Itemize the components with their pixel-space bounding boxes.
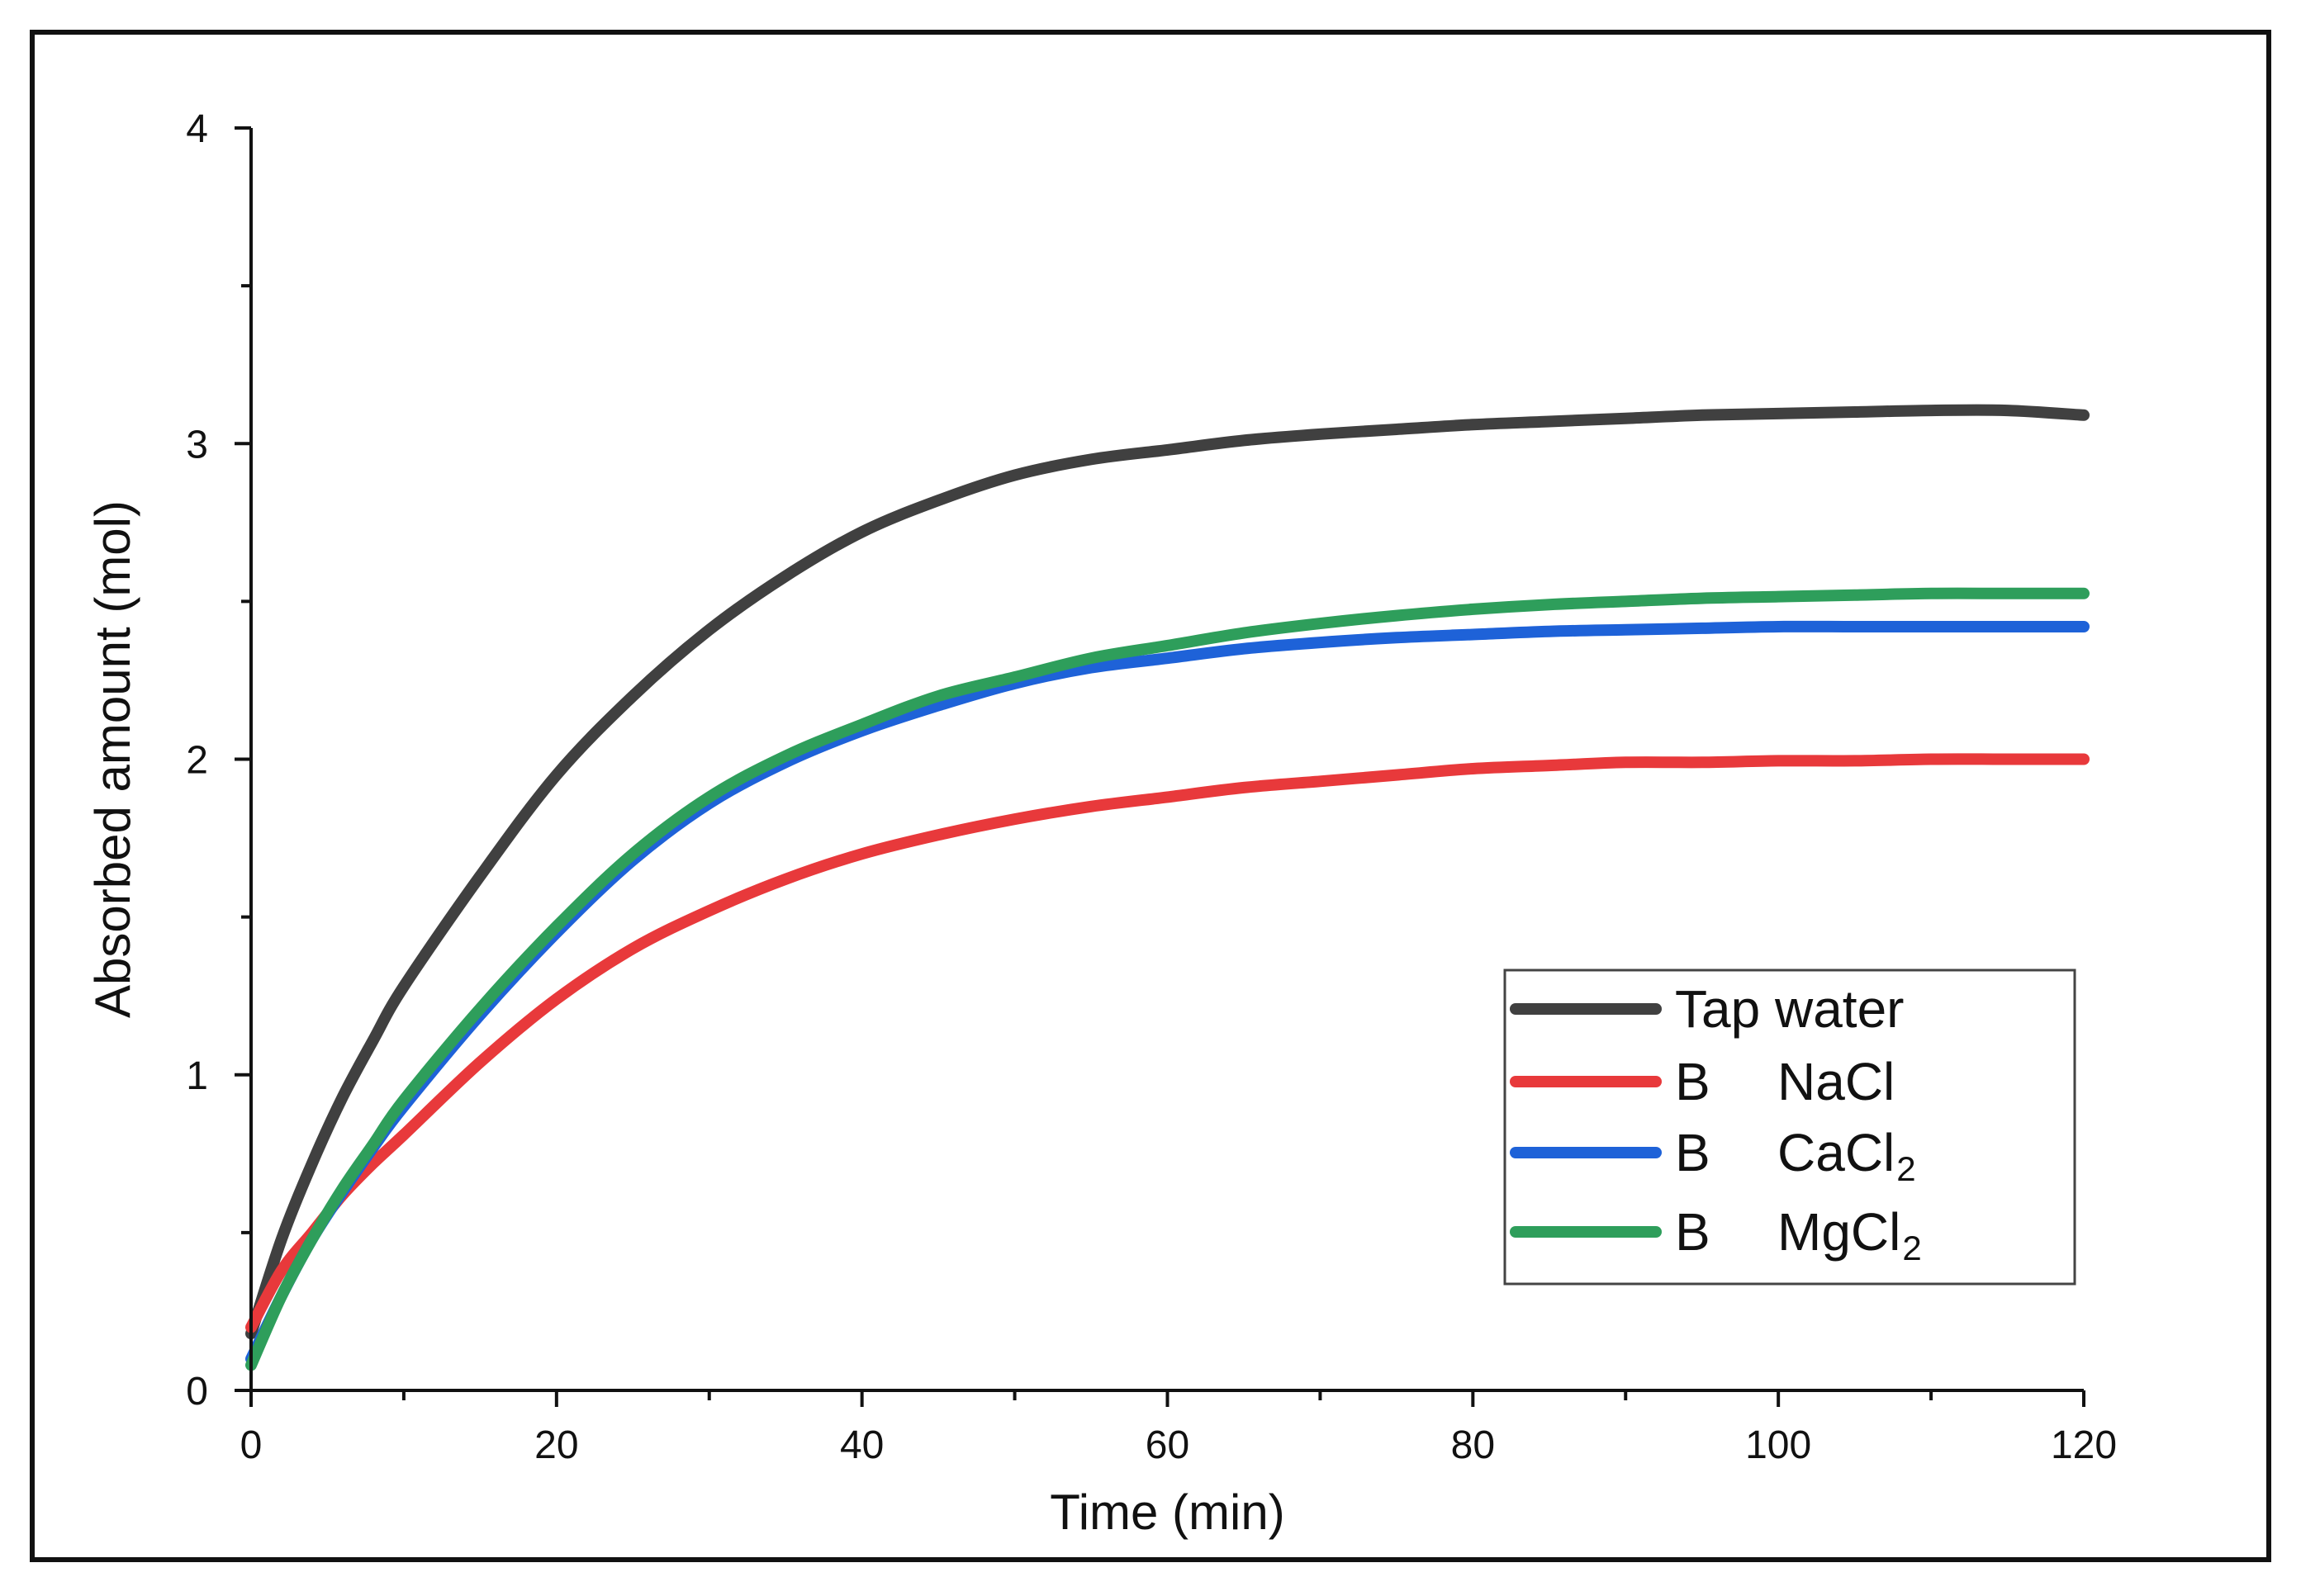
legend-subscript: 2 bbox=[1902, 1229, 1921, 1267]
x-tick-label: 120 bbox=[2051, 1423, 2117, 1467]
x-tick-label: 60 bbox=[1146, 1423, 1189, 1467]
legend-label-b-nacl: NaCl bbox=[1777, 1052, 1895, 1111]
y-tick-label: 2 bbox=[186, 739, 208, 783]
legend-label-b-mgcl2: MgCl bbox=[1777, 1202, 1900, 1262]
x-axis-title: Time (min) bbox=[1050, 1485, 1284, 1540]
y-tick-label: 0 bbox=[186, 1370, 208, 1414]
series-line-tap-water bbox=[245, 404, 2090, 1340]
y-axis-title: Absorbed amount (mol) bbox=[85, 500, 140, 1018]
axes-layer: 0 20 40 60 80 100 120 0 1 2 3 4 bbox=[186, 107, 2117, 1467]
x-tick-label: 0 bbox=[240, 1423, 263, 1467]
legend-label-b-cacl2: CaCl bbox=[1777, 1123, 1895, 1182]
series-line-b-mgcl2 bbox=[245, 587, 2090, 1371]
legend-label-tap-water: Tap water bbox=[1675, 979, 1904, 1039]
x-tick-label: 20 bbox=[534, 1423, 578, 1467]
legend-prefix: B bbox=[1675, 1052, 1710, 1111]
x-tick-label: 40 bbox=[840, 1423, 884, 1467]
legend-prefix: B bbox=[1675, 1202, 1710, 1262]
x-tick-label: 100 bbox=[1745, 1423, 1811, 1467]
y-tick-label: 4 bbox=[186, 107, 208, 151]
series-line-b-nacl bbox=[245, 753, 2090, 1333]
outer-frame bbox=[30, 30, 2271, 1562]
legend-subscript: 2 bbox=[1896, 1149, 1915, 1188]
legend-prefix: B bbox=[1675, 1123, 1710, 1182]
x-tick-label: 80 bbox=[1451, 1423, 1495, 1467]
series-layer bbox=[245, 404, 2090, 1371]
y-tick-label: 3 bbox=[186, 423, 208, 466]
y-tick-label: 1 bbox=[186, 1054, 208, 1098]
